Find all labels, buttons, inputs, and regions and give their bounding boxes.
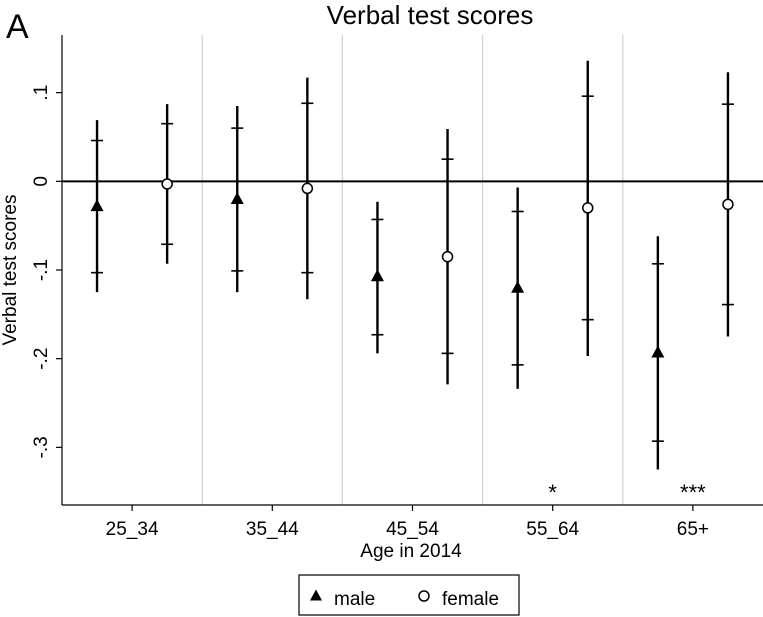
significance-marker: *** xyxy=(680,480,706,505)
y-axis-label: Verbal test scores xyxy=(0,194,21,345)
y-tick-label: -.2 xyxy=(31,348,52,370)
male-point xyxy=(511,280,525,293)
data-marks: * *** xyxy=(90,60,734,505)
significance-marker: * xyxy=(548,480,557,505)
female-point xyxy=(441,250,454,263)
panel-label: A xyxy=(6,8,29,46)
x-axis-label: Age in 2014 xyxy=(360,541,462,562)
male-point xyxy=(90,199,104,212)
male-point xyxy=(230,192,244,205)
chart-title: Verbal test scores xyxy=(327,0,534,30)
legend-box xyxy=(298,574,520,616)
x-tick-label: 55_64 xyxy=(526,519,579,540)
legend-male-label: male xyxy=(334,589,375,610)
x-tick-label: 65+ xyxy=(677,519,709,540)
female-point xyxy=(301,182,314,195)
male-point xyxy=(651,345,665,358)
group-separators xyxy=(201,35,624,505)
legend-female-marker xyxy=(418,590,430,602)
female-point xyxy=(161,178,173,190)
y-axis-ticks: -.3 -.2 -.1 0 .1 xyxy=(31,85,62,458)
female-point xyxy=(722,198,734,211)
female-point xyxy=(582,202,594,214)
y-tick-label: 0 xyxy=(31,176,52,187)
legend-female-label: female xyxy=(442,589,499,610)
male-point xyxy=(370,269,384,282)
x-tick-label: 35_44 xyxy=(246,519,299,540)
x-tick-label: 25_34 xyxy=(106,519,159,540)
y-tick-label: -.3 xyxy=(31,436,52,458)
x-tick-label: 45_54 xyxy=(386,519,439,540)
y-tick-label: .1 xyxy=(31,85,52,101)
y-tick-label: -.1 xyxy=(31,259,52,281)
legend: male female xyxy=(298,574,520,616)
legend-male-marker xyxy=(310,589,322,601)
x-axis-ticks: 25_34 35_44 45_54 55_64 65+ xyxy=(106,505,709,540)
